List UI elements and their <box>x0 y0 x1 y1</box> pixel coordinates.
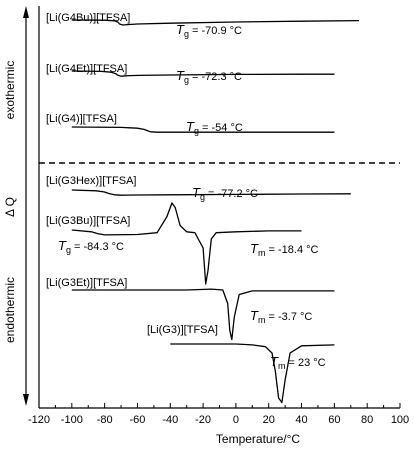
series-name-label: [Li(G3Bu)][TFSA] <box>46 215 130 227</box>
annotation-label: Tg = -70.9 °C <box>176 22 242 39</box>
x-tick-label: 80 <box>361 414 373 426</box>
annotation-label: Tm = 23 °C <box>270 354 326 371</box>
x-axis-title: Temperature/°C <box>216 432 300 446</box>
annotation-label: Tg = -84.3 °C <box>58 238 124 255</box>
series-line-li-g3hex-tfsa <box>71 189 351 196</box>
series-line-li-g4-tfsa <box>71 126 335 133</box>
series-line-li-g4bu-tfsa <box>71 19 360 26</box>
series-line-li-g3bu-tfsa <box>71 202 302 285</box>
region-label-endothermic: endothermic <box>3 277 17 343</box>
region-label-exothermic: exothermic <box>3 61 17 120</box>
labels-layer: [Li(G4Bu)][TFSA] Tg = -70.9 °C [Li(G4Et)][… <box>46 12 326 371</box>
series-name-label: [Li(G4)][TFSA] <box>46 113 117 125</box>
annotation-label: Tm = -3.7 °C <box>250 308 312 325</box>
series-name-label: [Li(G3Et)][TFSA] <box>46 277 127 289</box>
series-line-li-g4et-tfsa <box>71 70 335 77</box>
annotation-label: Tg = -54 °C <box>186 119 243 136</box>
x-tick-label: -120 <box>28 414 50 426</box>
series-layer <box>71 19 360 404</box>
x-tick-label: -80 <box>97 414 113 426</box>
x-tick-label: 0 <box>233 414 239 426</box>
series-line-li-g3-tfsa <box>170 343 335 404</box>
x-tick-label: -20 <box>195 414 211 426</box>
annotation-label: Tg = -72.3 °C <box>176 68 242 85</box>
annotation-label: Tg = -77.2 °C <box>192 185 258 202</box>
annotation-label: Tm = -18.4 °C <box>250 241 319 258</box>
x-tick-label: -100 <box>61 414 83 426</box>
x-tick-label: -40 <box>162 414 178 426</box>
x-tick-label: 60 <box>328 414 340 426</box>
x-tick-label: 20 <box>263 414 275 426</box>
x-tick-label: -60 <box>130 414 146 426</box>
x-tick-label: 100 <box>391 414 409 426</box>
arrow-up-icon <box>23 6 29 18</box>
series-name-label: [Li(G3)][TFSA] <box>147 324 218 336</box>
arrow-down-icon <box>23 394 29 406</box>
series-line-li-g3et-tfsa <box>71 288 335 341</box>
y-axis-title: Δ Q <box>3 197 17 217</box>
series-name-label: [Li(G3Hex)][TFSA] <box>46 175 136 187</box>
series-name-label: [Li(G4Bu)][TFSA] <box>46 12 130 24</box>
x-ticks: -120 -100 -80 -60 -40 -20 0 20 40 60 80 100 <box>28 403 409 426</box>
x-tick-label: 40 <box>295 414 307 426</box>
series-name-label: [Li(G4Et)][TFSA] <box>46 63 127 75</box>
